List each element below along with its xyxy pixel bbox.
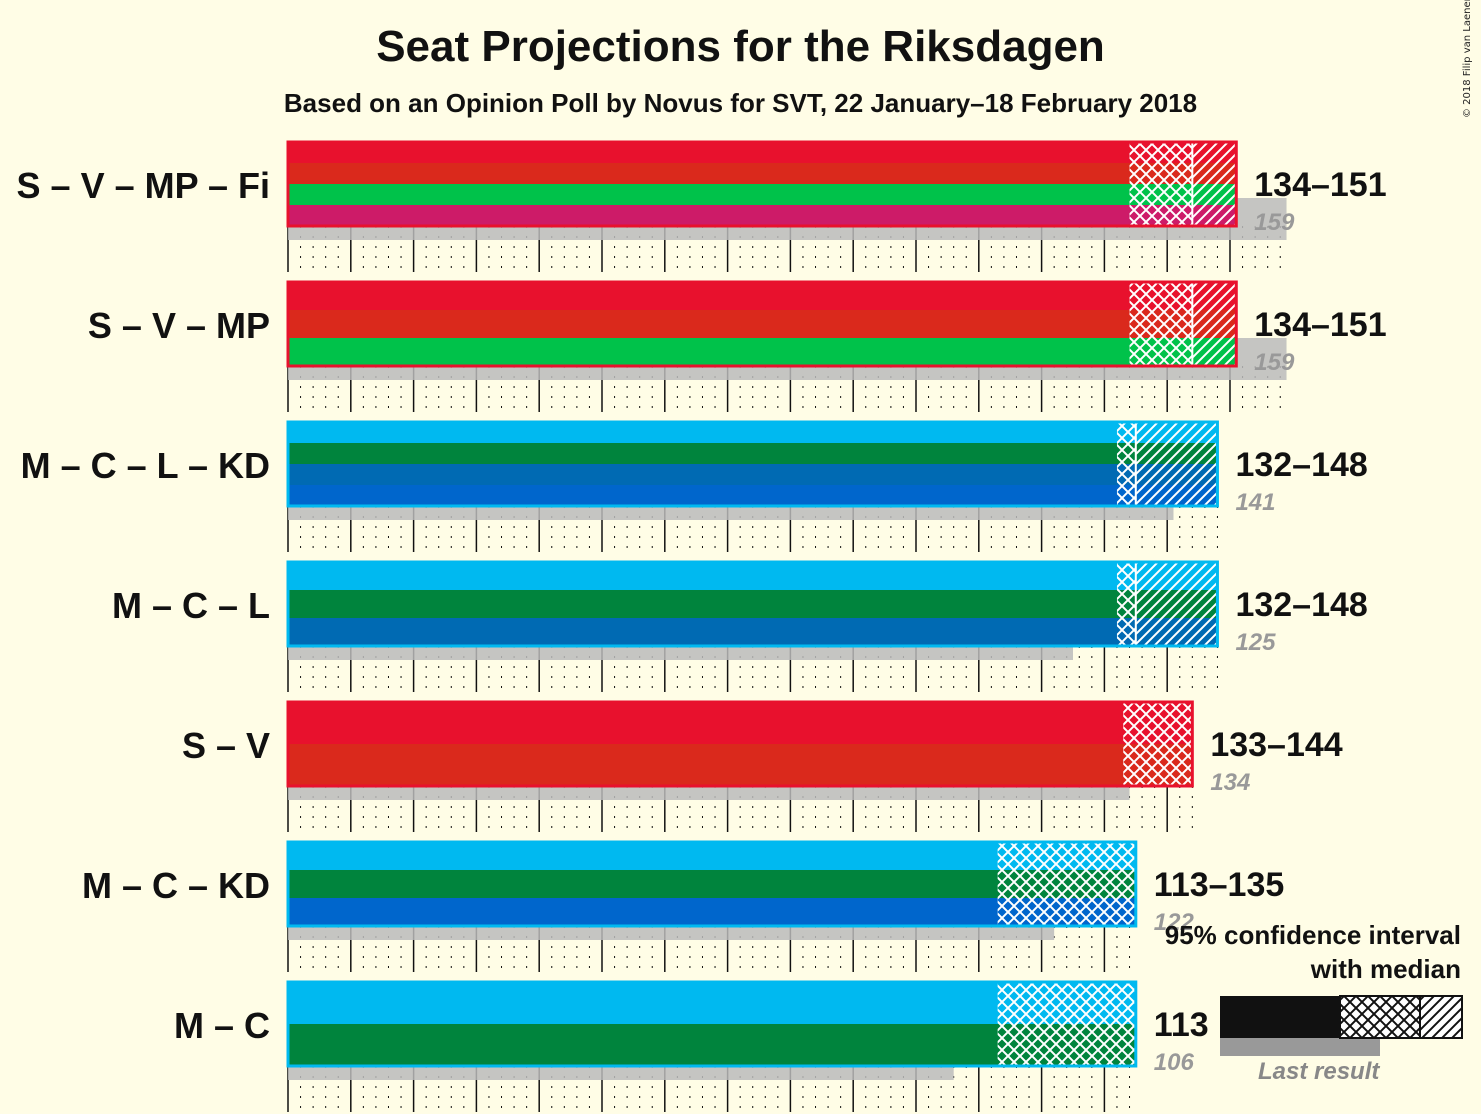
range-label: 113 <box>1154 1006 1209 1044</box>
coalition-row: S – V 133–144 134 <box>182 700 1343 832</box>
range-label: 133–144 <box>1210 726 1342 764</box>
party-stripe-m <box>288 982 1136 1025</box>
legend-title-line1: 95% confidence interval <box>1164 920 1461 950</box>
coalition-row: M – C – L 132–148 125 <box>112 560 1368 692</box>
ci-lower-crosshatch <box>1116 562 1136 646</box>
legend-title-line2: with median <box>1310 954 1461 984</box>
coalition-bar-outline <box>286 840 1138 928</box>
coalition-bar-outline <box>286 700 1194 788</box>
party-stripe-s <box>288 142 1237 164</box>
party-stripe-c <box>288 1024 1136 1067</box>
legend-crosshatch-swatch <box>1340 996 1420 1038</box>
party-stripe-m <box>288 842 1136 871</box>
range-label: 132–148 <box>1235 446 1367 484</box>
party-stripe-m <box>288 422 1218 444</box>
party-stripe-c <box>288 870 1136 899</box>
ci-lower-crosshatch <box>997 842 1136 926</box>
party-stripe-c <box>288 590 1218 619</box>
legend-solid-swatch <box>1220 996 1340 1038</box>
party-stripe-m <box>288 562 1218 591</box>
party-stripe-kd <box>288 485 1218 507</box>
coalition-row: M – C – KD 113–135 122 <box>82 840 1285 972</box>
coalition-row: S – V – MP – Fi 134–151 159 <box>17 140 1387 272</box>
party-stripe-mp <box>288 184 1237 206</box>
ci-upper-hatch <box>1192 282 1237 366</box>
chart-title: Seat Projections for the Riksdagen <box>376 22 1105 71</box>
last-result-label: 159 <box>1254 349 1295 376</box>
coalition-bar-outline <box>286 560 1219 648</box>
range-label: 113–135 <box>1154 866 1285 904</box>
range-label: 132–148 <box>1235 586 1367 624</box>
coalition-label: S – V <box>182 725 270 766</box>
legend-title: 95% confidence interval with median <box>1165 918 1461 986</box>
ci-lower-crosshatch <box>1129 282 1193 366</box>
last-result-label: 134 <box>1210 769 1250 796</box>
last-result-label: 122 <box>1154 909 1195 936</box>
coalition-label: M – C – L <box>112 585 270 626</box>
last-result-label: 125 <box>1235 629 1276 656</box>
party-stripe-v <box>288 163 1237 185</box>
coalition-row: S – V – MP 134–151 159 <box>88 280 1387 412</box>
party-stripe-l <box>288 618 1218 647</box>
coalition-row: M – C 113 106 <box>174 980 1209 1112</box>
party-stripe-fi <box>288 205 1237 227</box>
coalition-label: S – V – MP <box>88 305 270 346</box>
party-stripe-s <box>288 282 1237 311</box>
ci-upper-hatch <box>1192 142 1237 226</box>
ci-lower-crosshatch <box>1123 702 1193 786</box>
party-stripe-v <box>288 310 1237 339</box>
coalition-bar-outline <box>286 280 1238 368</box>
party-stripe-v <box>288 744 1193 787</box>
coalition-label: S – V – MP – Fi <box>17 165 270 206</box>
range-label: 134–151 <box>1254 306 1386 344</box>
ci-lower-crosshatch <box>1116 422 1136 506</box>
coalition-bar-outline <box>286 420 1219 508</box>
party-stripe-mp <box>288 338 1237 367</box>
party-stripe-l <box>288 464 1218 486</box>
coalition-label: M – C – KD <box>82 865 270 906</box>
ci-lower-crosshatch <box>1129 142 1193 226</box>
ci-upper-hatch <box>1135 422 1218 506</box>
range-label: 134–151 <box>1254 166 1386 204</box>
coalition-bar-outline <box>286 980 1138 1068</box>
last-result-label: 159 <box>1254 209 1295 236</box>
chart-subtitle: Based on an Opinion Poll by Novus for SV… <box>283 88 1198 118</box>
legend-last-result-label: Last result <box>1258 1058 1380 1085</box>
coalition-row: M – C – L – KD 132–148 141 <box>21 420 1368 552</box>
party-stripe-s <box>288 702 1193 745</box>
coalition-bar-outline <box>286 140 1238 228</box>
party-stripe-kd <box>288 898 1136 927</box>
last-result-label: 141 <box>1235 489 1275 516</box>
ci-upper-hatch <box>1135 562 1218 646</box>
party-stripe-c <box>288 443 1218 465</box>
coalition-label: M – C – L – KD <box>21 445 270 486</box>
ci-lower-crosshatch <box>997 982 1136 1066</box>
legend-hatch-swatch <box>1420 996 1462 1038</box>
last-result-label: 106 <box>1154 1049 1195 1076</box>
legend-graphic <box>1220 995 1463 1056</box>
coalition-label: M – C <box>174 1005 270 1046</box>
